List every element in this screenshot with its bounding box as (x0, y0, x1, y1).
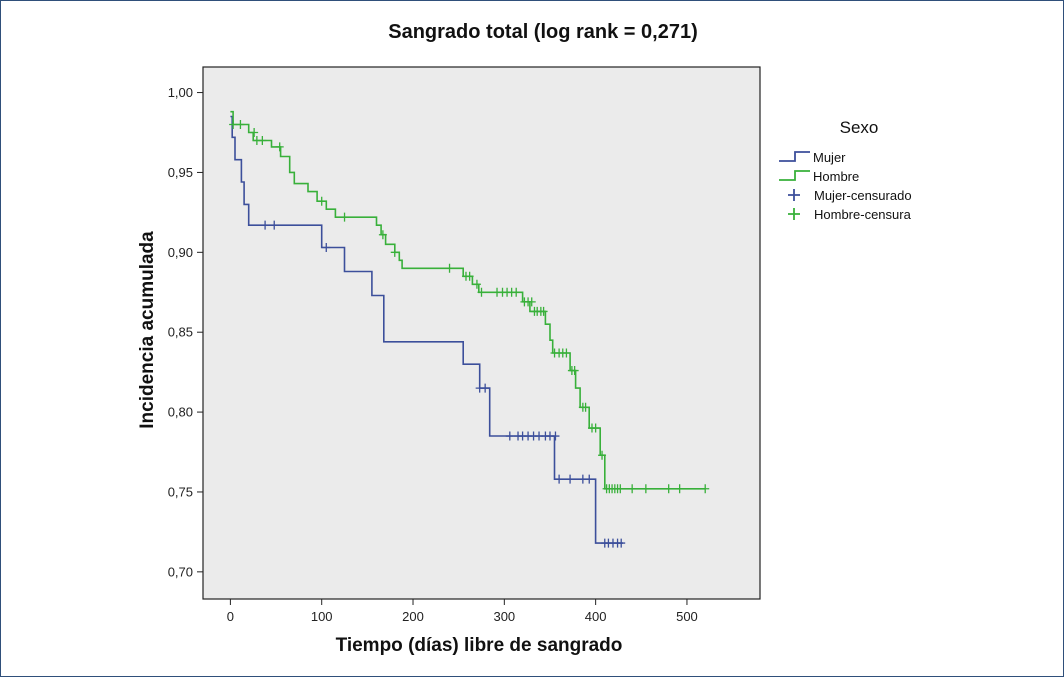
legend-swatch-line (779, 151, 810, 162)
censor-mark-hombre (236, 120, 245, 130)
censor-mark-hombre (570, 366, 579, 376)
censor-mark-hombre (527, 297, 536, 307)
legend-entry-label: Mujer (813, 150, 846, 165)
censor-mark-hombre (591, 423, 600, 433)
censor-mark-mujer (555, 474, 564, 484)
y-tick-label: 1,00 (168, 85, 193, 100)
censor-mark-hombre (641, 484, 650, 494)
censor-mark-mujer (617, 538, 626, 548)
censor-mark-mujer (505, 431, 514, 441)
chart-title: Sangrado total (log rank = 0,271) (388, 21, 698, 43)
censor-marks-mujer (261, 220, 626, 548)
censor-mark-hombre (664, 484, 673, 494)
y-tick-label: 0,90 (168, 245, 193, 260)
censor-mark-mujer (481, 383, 490, 393)
censor-mark-mujer (566, 474, 575, 484)
y-tick-label: 0,85 (168, 325, 193, 340)
y-axis: 0,70 0,75 0,80 0,85 0,90 0,95 1,00 (168, 85, 203, 579)
legend-entry-label: Mujer-censurado (814, 188, 912, 203)
censor-mark-mujer (322, 243, 331, 253)
censor-mark-hombre (465, 271, 474, 281)
y-tick-label: 0,75 (168, 484, 193, 499)
x-tick-label: 500 (676, 609, 698, 624)
y-axis-label: Incidencia acumulada (137, 231, 158, 429)
series-line-mujer (230, 115, 623, 544)
censor-mark-hombre (512, 287, 521, 297)
legend-entry-label: Hombre-censura (814, 207, 912, 222)
censor-mark-hombre (390, 247, 399, 257)
censor-mark-hombre (250, 128, 259, 138)
censor-mark-mujer (585, 474, 594, 484)
censor-mark-hombre (616, 484, 625, 494)
censor-mark-mujer (261, 220, 270, 230)
censor-mark-hombre (581, 402, 590, 412)
x-tick-label: 100 (311, 609, 333, 624)
plot-area (202, 66, 761, 600)
censor-mark-hombre (378, 230, 387, 240)
x-tick-label: 200 (402, 609, 424, 624)
censor-mark-mujer (551, 431, 560, 441)
censor-mark-hombre (628, 484, 637, 494)
series-layer (229, 110, 710, 548)
censor-mark-hombre (317, 196, 326, 206)
censor-mark-hombre (229, 120, 238, 130)
censor-marks-hombre (229, 120, 710, 494)
censor-mark-hombre (258, 135, 267, 145)
censor-mark-hombre (598, 450, 607, 460)
y-tick-label: 0,70 (168, 564, 193, 579)
x-tick-label: 300 (493, 609, 515, 624)
x-tick-label: 0 (227, 609, 234, 624)
legend-swatch-line (779, 170, 810, 181)
censor-mark-mujer (270, 220, 279, 230)
x-axis-label: Tiempo (días) libre de sangrado (336, 635, 623, 656)
censor-mark-hombre (477, 287, 486, 297)
legend-entry-label: Hombre (813, 169, 859, 184)
y-tick-label: 0,95 (168, 165, 193, 180)
x-axis: 0 100 200 300 400 500 (227, 599, 698, 624)
legend-swatch-censor (788, 189, 800, 201)
censor-mark-hombre (539, 306, 548, 316)
censor-mark-hombre (562, 348, 571, 358)
censor-mark-hombre (472, 279, 481, 289)
legend-swatch-censor (788, 208, 800, 220)
x-tick-label: 400 (585, 609, 607, 624)
legend-title: Sexo (840, 118, 879, 137)
y-tick-label: 0,80 (168, 405, 193, 420)
censor-mark-hombre (275, 142, 284, 152)
censor-mark-hombre (701, 484, 710, 494)
censor-mark-hombre (675, 484, 684, 494)
legend: Sexo Mujer Hombre Mujer-censurado Hombre-ce… (779, 118, 912, 222)
censor-mark-hombre (445, 263, 454, 273)
censor-mark-hombre (340, 212, 349, 222)
